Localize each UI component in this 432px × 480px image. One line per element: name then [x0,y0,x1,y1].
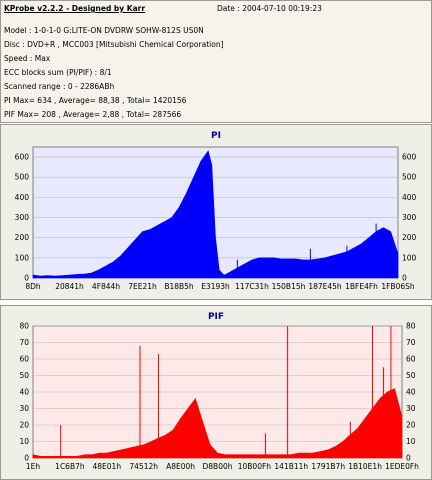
pi-x-tick: 20841h [55,282,84,291]
pi-y-tick-left: 400 [15,193,30,202]
pi-y-tick-right: 100 [402,253,417,262]
pi-x-tick: 7EE21h [128,282,157,291]
ecc-info: ECC blocks sum (PI/PIF) : 8/1 [4,68,112,77]
pif-x-tick: 1C6B7h [55,462,85,471]
pi-x-tick: 1FB06Sh [381,282,415,291]
pi-x-tick: 8Dh [25,282,41,291]
pi-chart-title: PI [211,131,221,141]
pi-y-tick-right: 600 [402,153,417,162]
pif-x-tick: D8B00h [203,462,233,471]
pif-x-tick: 1EDE0Fh [385,462,419,471]
pif-y-tick-right: 10 [406,437,416,446]
pi-stats: PI Max= 634 , Average= 88,38 , Total= 14… [4,96,187,105]
pif-stats: PIF Max= 208 , Average= 2,88 , Total= 28… [4,110,182,119]
pi-y-tick-left: 100 [15,253,30,262]
pif-chart-title: PIF [207,312,225,322]
speed-info: Speed : Max [4,54,51,63]
pif-y-tick-left: 10 [19,437,29,446]
pi-y-tick-right: 300 [402,213,417,222]
drive-model: Model : 1-0-1-0 G:LITE-ON DVDRW SOHW-812… [4,26,204,35]
pif-y-tick-right: 70 [406,338,416,347]
scan-info-header: KProbe v2.2.2 - Designed by Karr Date : … [0,0,432,123]
pif-y-tick-left: 20 [19,421,29,430]
pi-y-tick-left: 0 [24,274,29,283]
pif-y-tick-right: 30 [406,404,416,413]
pif-y-tick-right: 20 [406,421,416,430]
scan-date: Date : 2004-07-10 00:19:23 [217,4,322,13]
pif-y-tick-right: 40 [406,388,416,397]
pi-x-tick: E3193h [201,282,230,291]
pif-y-tick-right: 50 [406,371,416,380]
pif-y-tick-left: 60 [19,355,29,364]
pif-y-tick-left: 80 [19,322,29,331]
pi-x-tick: 117C31h [235,282,269,291]
pif-x-tick: 1791B7h [311,462,345,471]
pi-x-tick: 187E45h [308,282,342,291]
pif-y-tick-right: 80 [406,322,416,331]
app-title: KProbe v2.2.2 - Designed by Karr [4,4,146,13]
pi-chart-panel: PI 0 0 100 100 200 200 300 300 400 400 500 500 600 60… [0,124,432,300]
pi-x-tick: 150B15h [272,282,306,291]
pi-x-tick: 1BFE4Fh [345,282,378,291]
pif-x-tick: 10B00Fh [238,462,272,471]
pi-y-tick-right: 0 [402,274,407,283]
pif-x-tick: 1Eh [26,462,41,471]
pif-x-tick: 74512h [129,462,158,471]
pi-y-tick-left: 500 [15,173,30,182]
pi-y-tick-right: 500 [402,173,417,182]
pi-x-tick: 4F844h [92,282,120,291]
pif-series [32,388,403,459]
pi-y-tick-right: 200 [402,233,417,242]
pif-x-tick: A8E00h [166,462,195,471]
pif-x-tick: 1B10E1h [348,462,382,471]
pi-y-tick-left: 200 [15,233,30,242]
pi-y-tick-left: 300 [15,213,30,222]
pif-y-tick-right: 60 [406,355,416,364]
pif-y-tick-left: 40 [19,388,29,397]
pif-chart: 0 0 10 10 20 20 30 30 40 40 50 50 60 60 70 70 80 80 1Eh 1C6… [19,322,419,472]
pi-y-tick-right: 400 [402,193,417,202]
scanned-range: Scanned range : 0 - 2286ABh [4,82,115,91]
pi-chart: 0 0 100 100 200 200 300 300 400 400 500 500 600 600 8D… [15,146,417,291]
pif-y-tick-right: 0 [406,454,411,463]
pi-y-tick-left: 600 [15,153,30,162]
pi-series [32,150,399,279]
pif-y-tick-left: 70 [19,338,29,347]
pif-y-tick-left: 30 [19,404,29,413]
pif-y-tick-left: 50 [19,371,29,380]
pif-x-tick: 48E01h [93,462,122,471]
pif-y-tick-left: 0 [24,454,29,463]
disc-info: Disc : DVD+R , MCC003 [Mitsubishi Chemic… [4,40,224,49]
pi-x-tick: B18B5h [164,282,194,291]
pif-chart-panel: PIF 0 0 10 10 20 20 30 30 40 40 50 50 60 60 70 70 80 80 1E… [0,305,432,480]
pif-x-tick: 141B11h [274,462,308,471]
